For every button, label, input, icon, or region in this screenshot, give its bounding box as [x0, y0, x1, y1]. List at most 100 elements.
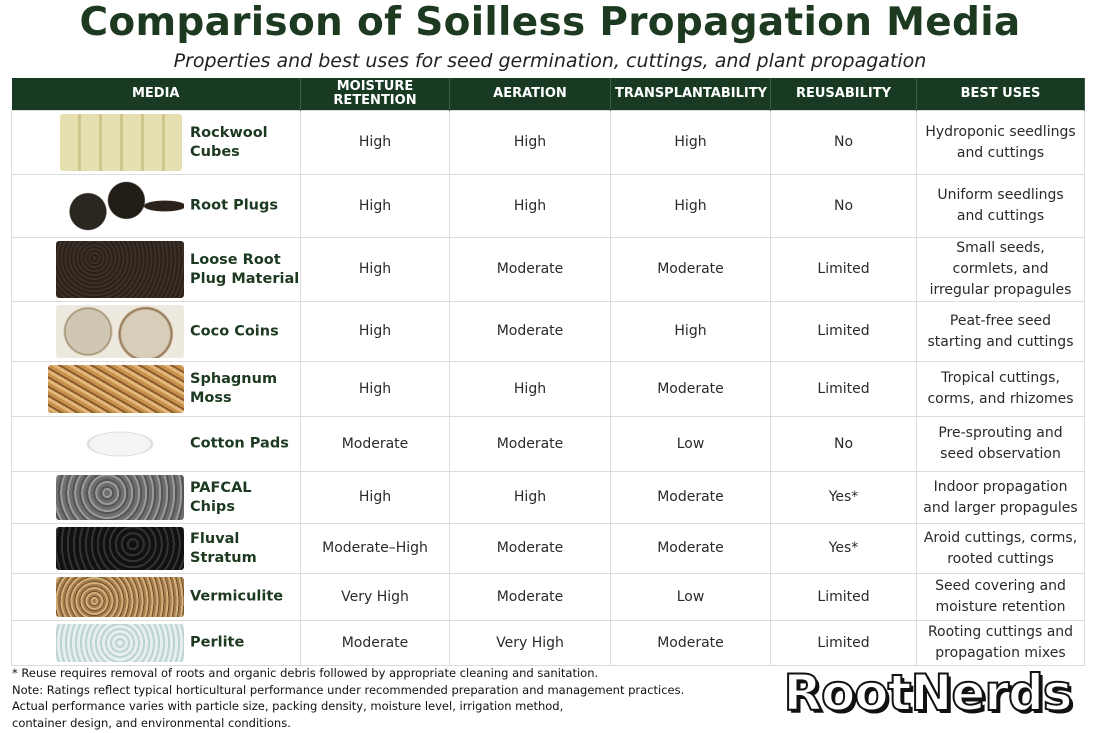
rating-cell: Yes*: [770, 471, 917, 524]
subtitle: Properties and best uses for seed germin…: [173, 50, 927, 72]
rating-cell: High: [300, 361, 450, 417]
rating-cell: High: [300, 301, 450, 362]
footnote: Actual performance varies with particle …: [12, 699, 564, 713]
rating-cell: Low: [610, 416, 771, 472]
best-uses-cell: Rooting cuttings and propagation mixes: [916, 620, 1085, 666]
best-uses-cell: Hydroponic seedlings and cuttings: [916, 110, 1085, 175]
rating-cell: Low: [610, 573, 771, 621]
rating-cell: High: [449, 174, 611, 238]
table-row: Sphagnum Moss High High Moderate Limited Trop…: [11, 361, 1085, 417]
column-header: TRANSPLANTABILITY: [610, 78, 771, 111]
header-row: MEDIA MOISTURE RETENTION AERATION TRANSPLAN…: [11, 78, 1085, 111]
media-cell: Root Plugs: [11, 174, 301, 238]
rating-cell: High: [449, 471, 611, 524]
media-cell: Vermiculite: [11, 573, 301, 621]
media-name: Fluval Stratum: [190, 530, 257, 566]
rating-cell: Limited: [770, 620, 917, 666]
rating-cell: Moderate: [610, 237, 771, 302]
column-header: MEDIA: [11, 78, 301, 111]
title: Comparison of Soilless Propagation Media: [79, 0, 1021, 45]
footnote: container design, and environmental cond…: [12, 715, 291, 730]
media-image: [60, 114, 182, 171]
rating-cell: Moderate: [449, 237, 611, 302]
media-image: [56, 527, 184, 570]
rating-cell: Moderate: [610, 523, 771, 574]
column-header: AERATION: [449, 78, 611, 111]
rating-cell: Moderate: [610, 471, 771, 524]
column-header: BEST USES: [916, 78, 1085, 111]
media-cell: Perlite: [11, 620, 301, 666]
media-cell: Cotton Pads: [11, 416, 301, 472]
table-row: Vermiculite Very High Moderate Low Limited Se…: [11, 573, 1085, 621]
rating-cell: No: [770, 110, 917, 175]
rating-cell: Limited: [770, 301, 917, 362]
best-uses-cell: Indoor propagation and larger propagules: [916, 471, 1085, 524]
comparison-table: MEDIA MOISTURE RETENTION AERATION TRANSPLAN…: [11, 78, 1085, 666]
media-cell: Rockwool Cubes: [11, 110, 301, 175]
rating-cell: Moderate: [610, 361, 771, 417]
table-row: PAFCAL Chips High High Moderate Yes* Indoor p…: [11, 471, 1085, 524]
media-image: [56, 178, 184, 234]
media-image: [56, 577, 184, 617]
column-header: MOISTURE RETENTION: [300, 78, 450, 111]
media-name: Sphagnum Moss: [190, 371, 278, 406]
rating-cell: High: [449, 110, 611, 175]
rating-cell: Moderate: [449, 416, 611, 472]
table-row: Root Plugs High High High No Uniform seedling…: [11, 174, 1085, 238]
media-name: Root Plugs: [190, 197, 278, 214]
media-name: Cotton Pads: [190, 435, 289, 452]
best-uses-cell: Pre-sprouting and seed observation: [916, 416, 1085, 472]
footnote: * Reuse requires removal of roots and or…: [12, 666, 599, 680]
rating-cell: Moderate: [449, 573, 611, 621]
rating-cell: Moderate: [300, 620, 450, 666]
best-uses-cell: Peat-free seed starting and cuttings: [916, 301, 1085, 362]
table-row: Coco Coins High Moderate High Limited Peat-fr…: [11, 301, 1085, 362]
rating-cell: Limited: [770, 237, 917, 302]
media-name: Loose Root Plug Material: [190, 251, 300, 287]
rating-cell: High: [610, 110, 771, 175]
rating-cell: High: [449, 361, 611, 417]
rating-cell: No: [770, 174, 917, 238]
rating-cell: High: [300, 471, 450, 524]
rating-cell: Very High: [300, 573, 450, 621]
table-row: Loose Root Plug Material High Moderate Mode…: [11, 237, 1085, 302]
rating-cell: No: [770, 416, 917, 472]
rating-cell: Moderate: [449, 523, 611, 574]
best-uses-cell: Seed covering and moisture retention: [916, 573, 1085, 621]
media-name: Perlite: [190, 634, 245, 651]
table-row: Cotton Pads Moderate Moderate Low No Pre-spro…: [11, 416, 1085, 472]
logo: RootNerds: [782, 663, 1073, 723]
media-cell: Fluval Stratum: [11, 523, 301, 574]
footnotes: * Reuse requires removal of roots and or…: [12, 665, 684, 731]
media-name: Coco Coins: [190, 323, 279, 339]
rating-cell: Yes*: [770, 523, 917, 574]
media-image: [56, 420, 184, 468]
table-row: Perlite Moderate Very High Moderate Limited R…: [11, 620, 1085, 666]
media-name: Vermiculite: [190, 588, 284, 605]
best-uses-cell: Uniform seedlings and cuttings: [916, 174, 1085, 238]
media-image: [56, 305, 184, 358]
media-image: [56, 624, 184, 662]
media-image: [56, 475, 184, 520]
column-header: REUSABILITY: [770, 78, 917, 111]
rating-cell: Moderate: [610, 620, 771, 666]
best-uses-cell: Small seeds, cormlets, and irregular pro…: [916, 237, 1085, 302]
media-name: PAFCAL Chips: [190, 479, 252, 515]
rating-cell: High: [300, 237, 450, 302]
rating-cell: High: [300, 174, 450, 238]
rating-cell: Limited: [770, 361, 917, 417]
rating-cell: Limited: [770, 573, 917, 621]
rating-cell: Moderate–High: [300, 523, 450, 574]
footnote: Note: Ratings reflect typical horticultu…: [12, 682, 685, 697]
media-cell: Loose Root Plug Material: [11, 237, 301, 302]
rating-cell: Moderate: [449, 301, 611, 362]
media-image: [56, 241, 184, 298]
media-image: [48, 365, 184, 413]
rating-cell: High: [610, 301, 771, 362]
table-row: Rockwool Cubes High High High No Hydroponic s…: [11, 110, 1085, 175]
rating-cell: High: [300, 110, 450, 175]
media-name: Rockwool Cubes: [190, 124, 268, 160]
rating-cell: Moderate: [300, 416, 450, 472]
table-row: Fluval Stratum Moderate–High Moderate Moder…: [11, 523, 1085, 574]
